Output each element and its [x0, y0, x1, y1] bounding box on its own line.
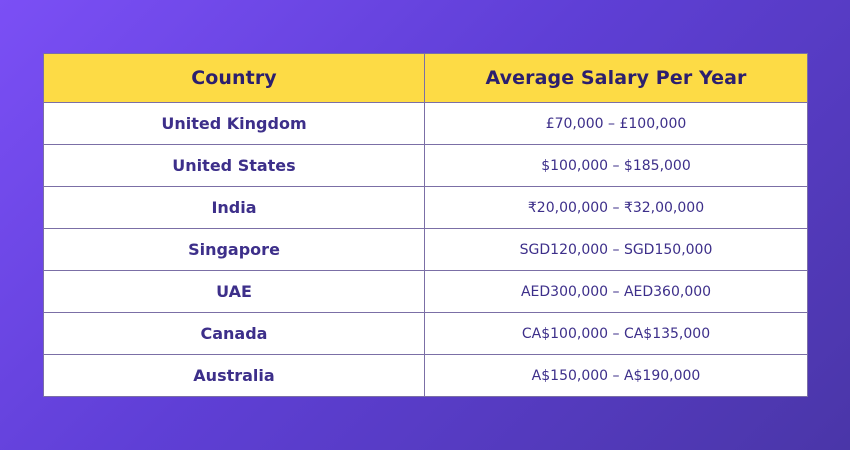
country-cell: United Kingdom: [43, 102, 425, 145]
country-cell: India: [43, 186, 425, 229]
table-row: India ₹20,00,000 – ₹32,00,000: [43, 186, 808, 229]
salary-cell: £70,000 – £100,000: [424, 102, 808, 145]
salary-table: Country Average Salary Per Year United K…: [43, 53, 808, 397]
table-header: Country Average Salary Per Year: [43, 53, 808, 103]
table-row: United States $100,000 – $185,000: [43, 144, 808, 187]
country-cell: Singapore: [43, 228, 425, 271]
table-row: Singapore SGD120,000 – SGD150,000: [43, 228, 808, 271]
country-cell: Australia: [43, 354, 425, 397]
country-cell: United States: [43, 144, 425, 187]
country-cell: UAE: [43, 270, 425, 313]
table-row: Canada CA$100,000 – CA$135,000: [43, 312, 808, 355]
table-row: Australia A$150,000 – A$190,000: [43, 354, 808, 397]
country-cell: Canada: [43, 312, 425, 355]
salary-table-container: Country Average Salary Per Year United K…: [43, 53, 808, 397]
salary-cell: AED300,000 – AED360,000: [424, 270, 808, 313]
salary-cell: SGD120,000 – SGD150,000: [424, 228, 808, 271]
header-country: Country: [43, 53, 425, 103]
salary-cell: A$150,000 – A$190,000: [424, 354, 808, 397]
table-row: United Kingdom £70,000 – £100,000: [43, 102, 808, 145]
header-row: Country Average Salary Per Year: [43, 53, 808, 103]
salary-cell: $100,000 – $185,000: [424, 144, 808, 187]
table-body: United Kingdom £70,000 – £100,000 United…: [43, 102, 808, 397]
header-average-salary: Average Salary Per Year: [424, 53, 808, 103]
salary-cell: ₹20,00,000 – ₹32,00,000: [424, 186, 808, 229]
salary-cell: CA$100,000 – CA$135,000: [424, 312, 808, 355]
table-row: UAE AED300,000 – AED360,000: [43, 270, 808, 313]
